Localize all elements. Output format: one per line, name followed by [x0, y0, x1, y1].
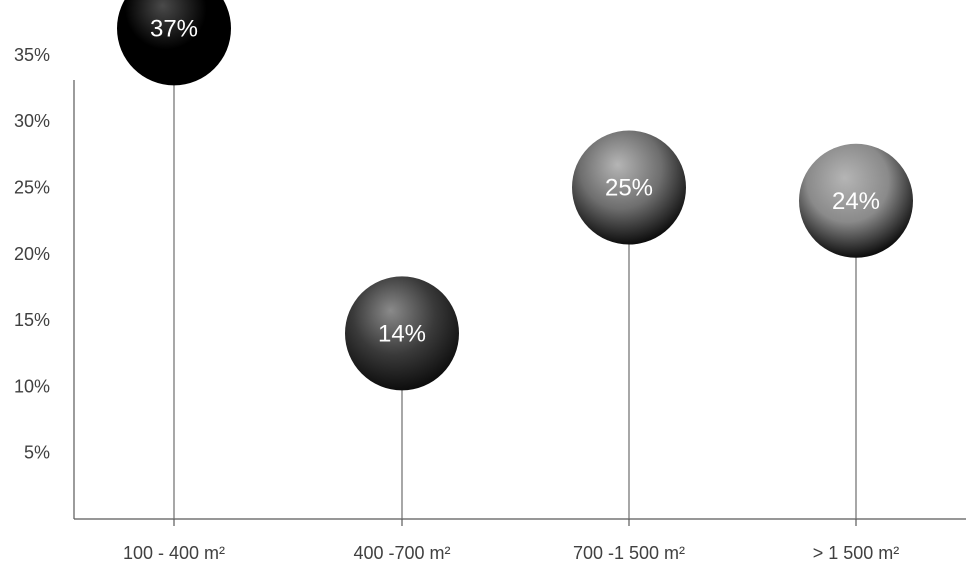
- y-axis: 5% 10% 15% 20% 25% 30% 35%: [14, 45, 75, 519]
- data-label: 14%: [378, 320, 426, 347]
- y-tick-label: 15%: [14, 310, 50, 330]
- data-label: 25%: [605, 175, 653, 202]
- data-bubble: [117, 0, 231, 86]
- data-marks: 37% 14% 25% 24%: [117, 0, 913, 519]
- y-tick-label: 5%: [24, 443, 50, 463]
- y-tick-label: 25%: [14, 178, 50, 198]
- y-tick-label: 10%: [14, 376, 50, 396]
- x-tick-label: 700 -1 500 m²: [573, 543, 685, 563]
- data-bubble: [572, 130, 686, 245]
- y-tick-label: 35%: [14, 45, 50, 65]
- x-tick-label: > 1 500 m²: [813, 543, 900, 563]
- data-label: 37%: [150, 15, 198, 42]
- x-axis: 100 - 400 m² 400 -700 m² 700 -1 500 m² > 1 …: [74, 518, 966, 563]
- y-tick-label: 20%: [14, 244, 50, 264]
- data-bubble: [799, 143, 913, 258]
- x-tick-label: 400 -700 m²: [353, 543, 450, 563]
- data-bubble: [345, 276, 459, 391]
- x-tick-label: 100 - 400 m²: [123, 543, 225, 563]
- data-label: 24%: [832, 188, 880, 215]
- y-tick-label: 30%: [14, 111, 50, 131]
